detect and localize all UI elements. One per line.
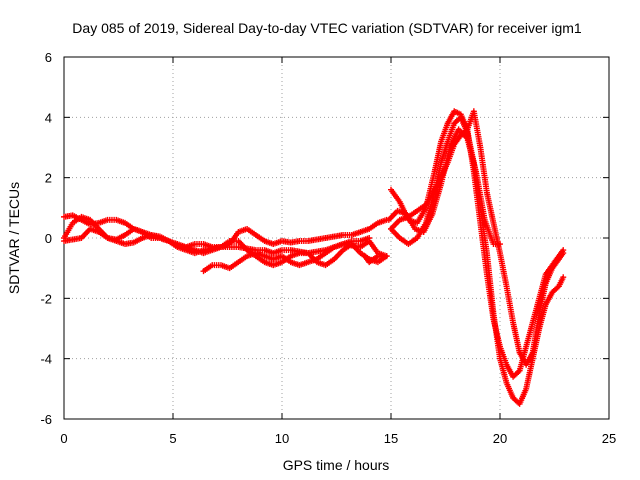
data-point	[560, 274, 567, 281]
series-trace-e	[388, 114, 567, 407]
series-trace-h	[385, 126, 503, 248]
x-tick-label: 20	[493, 431, 507, 446]
x-axis-ticks: 0 5 10 15 20 25	[60, 57, 616, 446]
x-tick-label: 10	[275, 431, 289, 446]
y-axis-ticks: -6 -4 -2 0 2 4 6	[40, 50, 609, 427]
x-tick-label: 0	[60, 431, 67, 446]
y-tick-label: 0	[45, 231, 52, 246]
chart-title: Day 085 of 2019, Sidereal Day-to-day VTE…	[72, 20, 582, 36]
y-axis-label: SDTVAR / TECUs	[6, 182, 22, 294]
data-point	[366, 235, 373, 241]
y-tick-label: -4	[40, 352, 52, 367]
x-tick-label: 15	[384, 431, 398, 446]
data-point	[379, 253, 386, 260]
y-tick-label: -2	[40, 291, 52, 306]
data-point	[560, 250, 567, 257]
x-tick-label: 5	[169, 431, 176, 446]
series-trace-i	[361, 253, 386, 266]
y-tick-label: -6	[40, 412, 52, 427]
data-point	[497, 241, 503, 248]
y-tick-label: 4	[45, 110, 52, 125]
series-trace-d	[200, 235, 373, 275]
y-tick-label: 2	[45, 171, 52, 186]
data-series	[61, 108, 567, 407]
y-tick-label: 6	[45, 50, 52, 65]
x-tick-label: 25	[602, 431, 616, 446]
x-axis-label: GPS time / hours	[283, 457, 390, 473]
